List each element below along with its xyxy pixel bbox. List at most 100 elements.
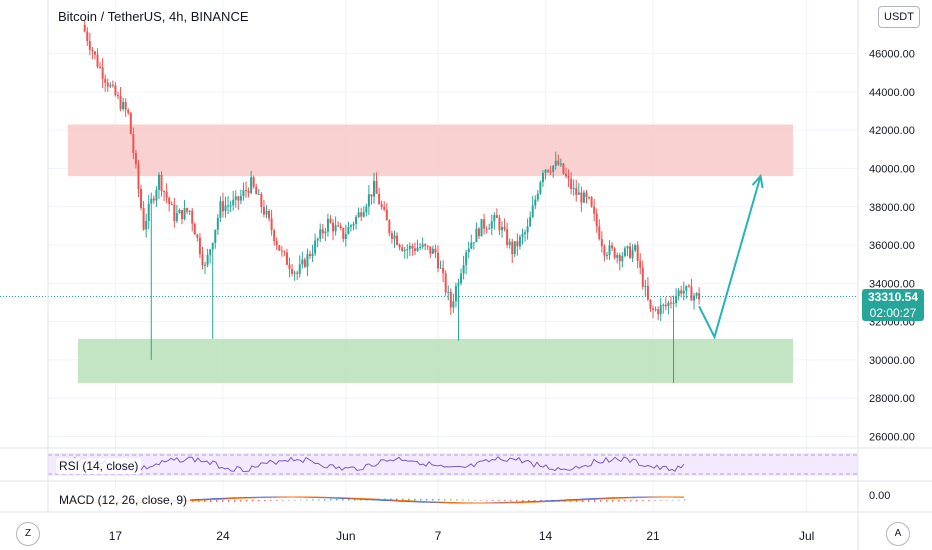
candle-body: [168, 197, 171, 204]
candle-body: [209, 249, 212, 255]
candle-body: [140, 188, 143, 209]
macd-histogram-bar: [456, 499, 458, 501]
candle-body: [680, 290, 683, 294]
macd-label[interactable]: MACD (12, 26, close, 9): [56, 492, 191, 508]
candle-body: [344, 234, 347, 239]
macd-histogram-bar: [330, 499, 332, 501]
macd-histogram-bar: [678, 499, 680, 501]
candle-body: [431, 248, 434, 254]
y-tick-label: 26000.00: [869, 432, 915, 444]
candle-body: [237, 196, 240, 201]
candle-body: [188, 210, 191, 212]
macd-histogram-bar: [270, 500, 272, 501]
candle-body: [644, 285, 647, 287]
auto-scale-button[interactable]: A: [886, 522, 910, 546]
candle-body: [629, 246, 631, 258]
macd-histogram-bar: [684, 499, 686, 501]
candle-body: [242, 190, 245, 196]
candle-body: [127, 109, 130, 113]
macd-histogram-bar: [402, 498, 404, 501]
candle-body: [288, 264, 291, 270]
candle-body: [695, 293, 698, 296]
macd-histogram-bar: [510, 500, 512, 502]
candle-body: [426, 245, 429, 247]
candle-body: [201, 254, 204, 266]
candle-body: [483, 219, 486, 229]
candle-body: [516, 241, 519, 247]
candle-body: [475, 228, 478, 243]
candle-body: [122, 102, 125, 110]
candle-body: [186, 208, 189, 212]
macd-histogram-bar: [342, 498, 344, 501]
candle-body: [265, 210, 268, 215]
projection-arrow: [698, 173, 764, 340]
candle-body: [460, 273, 463, 284]
x-tick-label: 21: [646, 529, 660, 543]
candle-body: [654, 309, 657, 311]
candle-body: [503, 226, 506, 230]
candle-body: [698, 293, 701, 300]
candle-body: [595, 213, 598, 227]
currency-badge[interactable]: USDT: [878, 6, 920, 28]
candle-body: [531, 205, 534, 218]
candle-body: [293, 272, 296, 274]
candle-body: [390, 233, 393, 239]
macd-histogram-bar: [666, 500, 668, 501]
candle-body: [216, 217, 219, 230]
candle-body: [93, 51, 96, 55]
y-tick-label: 28000.00: [869, 393, 915, 405]
candle-body: [309, 254, 311, 257]
candle-body: [536, 193, 539, 200]
macd-histogram-bar: [198, 500, 200, 502]
macd-histogram-bar: [588, 500, 590, 502]
candle-body: [373, 180, 375, 197]
candle-body: [270, 218, 273, 231]
macd-histogram-bar: [276, 500, 278, 501]
macd-histogram-bar: [444, 499, 446, 501]
candle-body: [268, 210, 271, 219]
candle-body: [641, 267, 644, 287]
macd-histogram-bar: [630, 500, 632, 502]
candle-body: [160, 174, 163, 192]
candle-body: [603, 246, 606, 256]
macd-histogram-bar: [246, 500, 248, 502]
candle-body: [380, 204, 383, 207]
candle-body: [508, 241, 511, 245]
candle-body: [547, 169, 550, 172]
candle-body: [96, 54, 99, 67]
candle-body: [291, 269, 294, 274]
support-zone: [78, 338, 793, 383]
y-tick-label: 30000.00: [869, 355, 915, 367]
bar-countdown: 02:00:27: [862, 305, 924, 321]
last-price-tag: 33310.54: [862, 289, 924, 305]
candle-body: [321, 229, 324, 234]
candle-body: [608, 245, 611, 255]
macd-histogram-bar: [216, 500, 218, 502]
candle-body: [378, 193, 381, 205]
candle-body: [285, 252, 288, 265]
candle-body: [675, 296, 678, 304]
candle-body: [524, 232, 527, 235]
candle-body: [311, 253, 314, 257]
rsi-label[interactable]: RSI (14, close): [56, 458, 142, 474]
candle-body: [403, 250, 406, 252]
candle-body: [562, 163, 565, 174]
candle-body: [137, 164, 140, 189]
candle-body: [693, 295, 695, 301]
macd-histogram-bar: [426, 498, 428, 501]
candle-body: [385, 209, 388, 221]
zoom-button[interactable]: Z: [16, 522, 40, 546]
candle-body: [104, 78, 107, 83]
macd-histogram-bar: [264, 500, 266, 502]
candle-body: [109, 84, 112, 87]
candle-body: [470, 242, 473, 249]
candle-body: [636, 245, 639, 261]
candle-body: [191, 210, 194, 224]
candle-body: [506, 229, 509, 245]
candle-body: [664, 304, 667, 307]
candle-body: [472, 242, 475, 244]
candle-body: [260, 193, 263, 207]
candle-body: [357, 212, 360, 218]
macd-histogram-bar: [438, 499, 440, 501]
